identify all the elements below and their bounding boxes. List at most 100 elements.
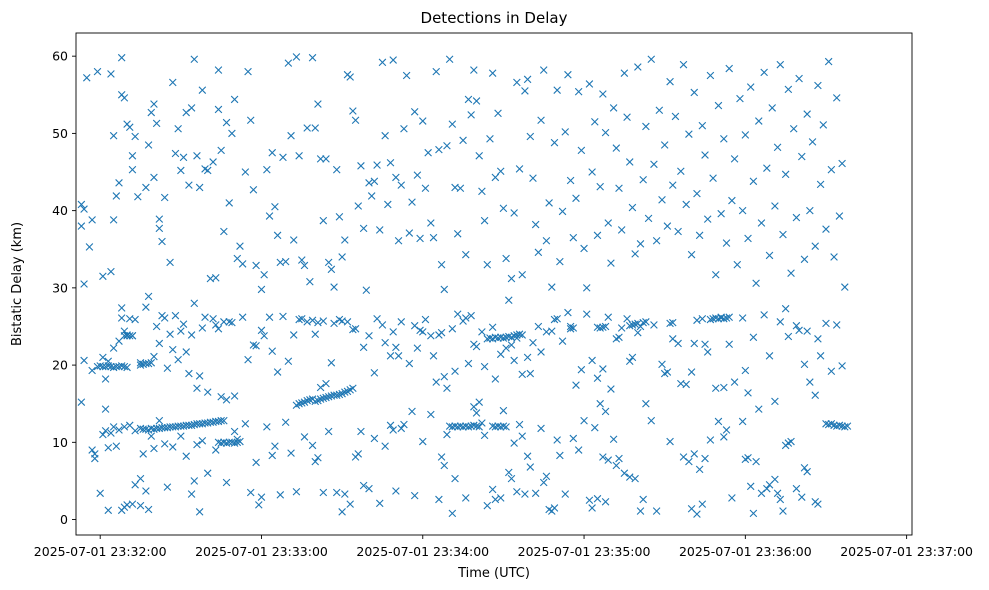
data-point <box>427 219 435 227</box>
data-point <box>115 362 123 371</box>
data-point <box>779 507 787 515</box>
data-point <box>816 180 825 189</box>
data-point <box>639 318 647 327</box>
data-point <box>502 333 510 342</box>
y-tick-label: 20 <box>52 358 68 373</box>
data-point <box>351 116 360 125</box>
data-point <box>241 419 250 428</box>
data-point <box>760 311 768 319</box>
data-point <box>754 117 763 125</box>
data-point <box>292 487 301 496</box>
data-point <box>537 348 545 356</box>
data-point <box>362 286 371 294</box>
data-point <box>502 344 510 352</box>
data-point <box>435 495 443 504</box>
data-point <box>668 181 677 189</box>
data-point <box>531 489 540 498</box>
data-point <box>827 367 836 376</box>
data-point <box>467 311 475 320</box>
data-point <box>400 124 408 133</box>
data-point <box>569 434 578 443</box>
data-point <box>155 224 164 233</box>
data-point <box>830 421 838 430</box>
data-point <box>822 419 830 428</box>
data-point <box>832 422 841 430</box>
data-point <box>152 119 161 128</box>
data-point <box>628 353 637 362</box>
data-point <box>330 283 338 291</box>
data-point <box>341 236 349 244</box>
data-point <box>268 148 277 157</box>
data-point <box>822 319 830 328</box>
data-point <box>459 136 467 145</box>
data-point <box>193 419 201 428</box>
x-axis-label: Time (UTC) <box>457 566 530 581</box>
data-point <box>832 94 841 102</box>
data-point <box>279 312 287 321</box>
data-point <box>601 498 610 506</box>
data-point <box>510 331 518 340</box>
y-tick-label: 60 <box>52 49 68 64</box>
data-point <box>709 174 717 182</box>
data-point <box>257 326 266 335</box>
data-point <box>725 340 733 349</box>
data-point <box>682 380 690 389</box>
data-point <box>190 299 199 308</box>
data-point <box>322 393 330 402</box>
x-tick-label: 2025-07-01 23:33:00 <box>195 544 328 559</box>
data-point <box>550 315 559 324</box>
data-point <box>432 67 440 76</box>
data-point <box>496 333 505 342</box>
data-point <box>257 493 266 501</box>
data-point <box>193 384 201 393</box>
data-point <box>843 422 852 430</box>
data-point <box>211 446 220 454</box>
data-point <box>612 144 621 152</box>
data-point <box>577 365 586 374</box>
data-point <box>370 434 379 443</box>
data-point <box>470 421 478 430</box>
data-point <box>427 331 435 340</box>
data-point <box>491 333 500 342</box>
data-point <box>386 352 395 360</box>
data-point <box>115 179 123 187</box>
data-point <box>332 165 341 174</box>
data-point <box>744 234 752 243</box>
data-point <box>177 432 185 440</box>
data-point <box>155 339 164 348</box>
data-point <box>703 348 712 356</box>
data-point <box>265 212 274 220</box>
data-point <box>131 132 139 141</box>
data-point <box>725 64 733 73</box>
data-point <box>709 314 717 323</box>
data-point <box>238 313 247 321</box>
data-point <box>706 436 715 444</box>
data-point <box>316 383 325 392</box>
data-point <box>77 200 86 209</box>
y-tick-label: 0 <box>60 512 68 527</box>
data-point <box>574 87 583 96</box>
data-point <box>658 196 666 204</box>
data-point <box>214 66 223 74</box>
data-point <box>722 426 731 434</box>
data-point <box>319 317 328 325</box>
data-point <box>193 440 201 449</box>
data-point <box>225 199 234 207</box>
data-point <box>392 173 400 182</box>
data-point <box>773 143 782 152</box>
data-point <box>604 313 613 321</box>
data-point <box>674 339 682 348</box>
data-point <box>82 74 91 82</box>
data-point <box>203 166 212 175</box>
data-point <box>370 177 379 186</box>
data-point <box>741 366 750 375</box>
data-point <box>332 391 341 400</box>
data-point <box>725 313 733 321</box>
data-point <box>435 145 443 154</box>
data-point <box>593 374 602 383</box>
data-point <box>776 318 785 326</box>
data-point <box>314 453 322 462</box>
data-point <box>816 352 825 360</box>
data-point <box>596 399 604 408</box>
data-point <box>537 116 545 125</box>
